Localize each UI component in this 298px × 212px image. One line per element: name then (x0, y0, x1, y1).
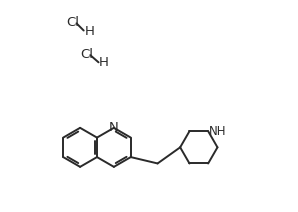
Text: Cl: Cl (80, 47, 93, 61)
Text: H: H (84, 25, 94, 38)
Text: Cl: Cl (66, 16, 79, 29)
Text: NH: NH (209, 125, 227, 138)
Text: N: N (109, 121, 119, 134)
Text: H: H (99, 56, 109, 70)
